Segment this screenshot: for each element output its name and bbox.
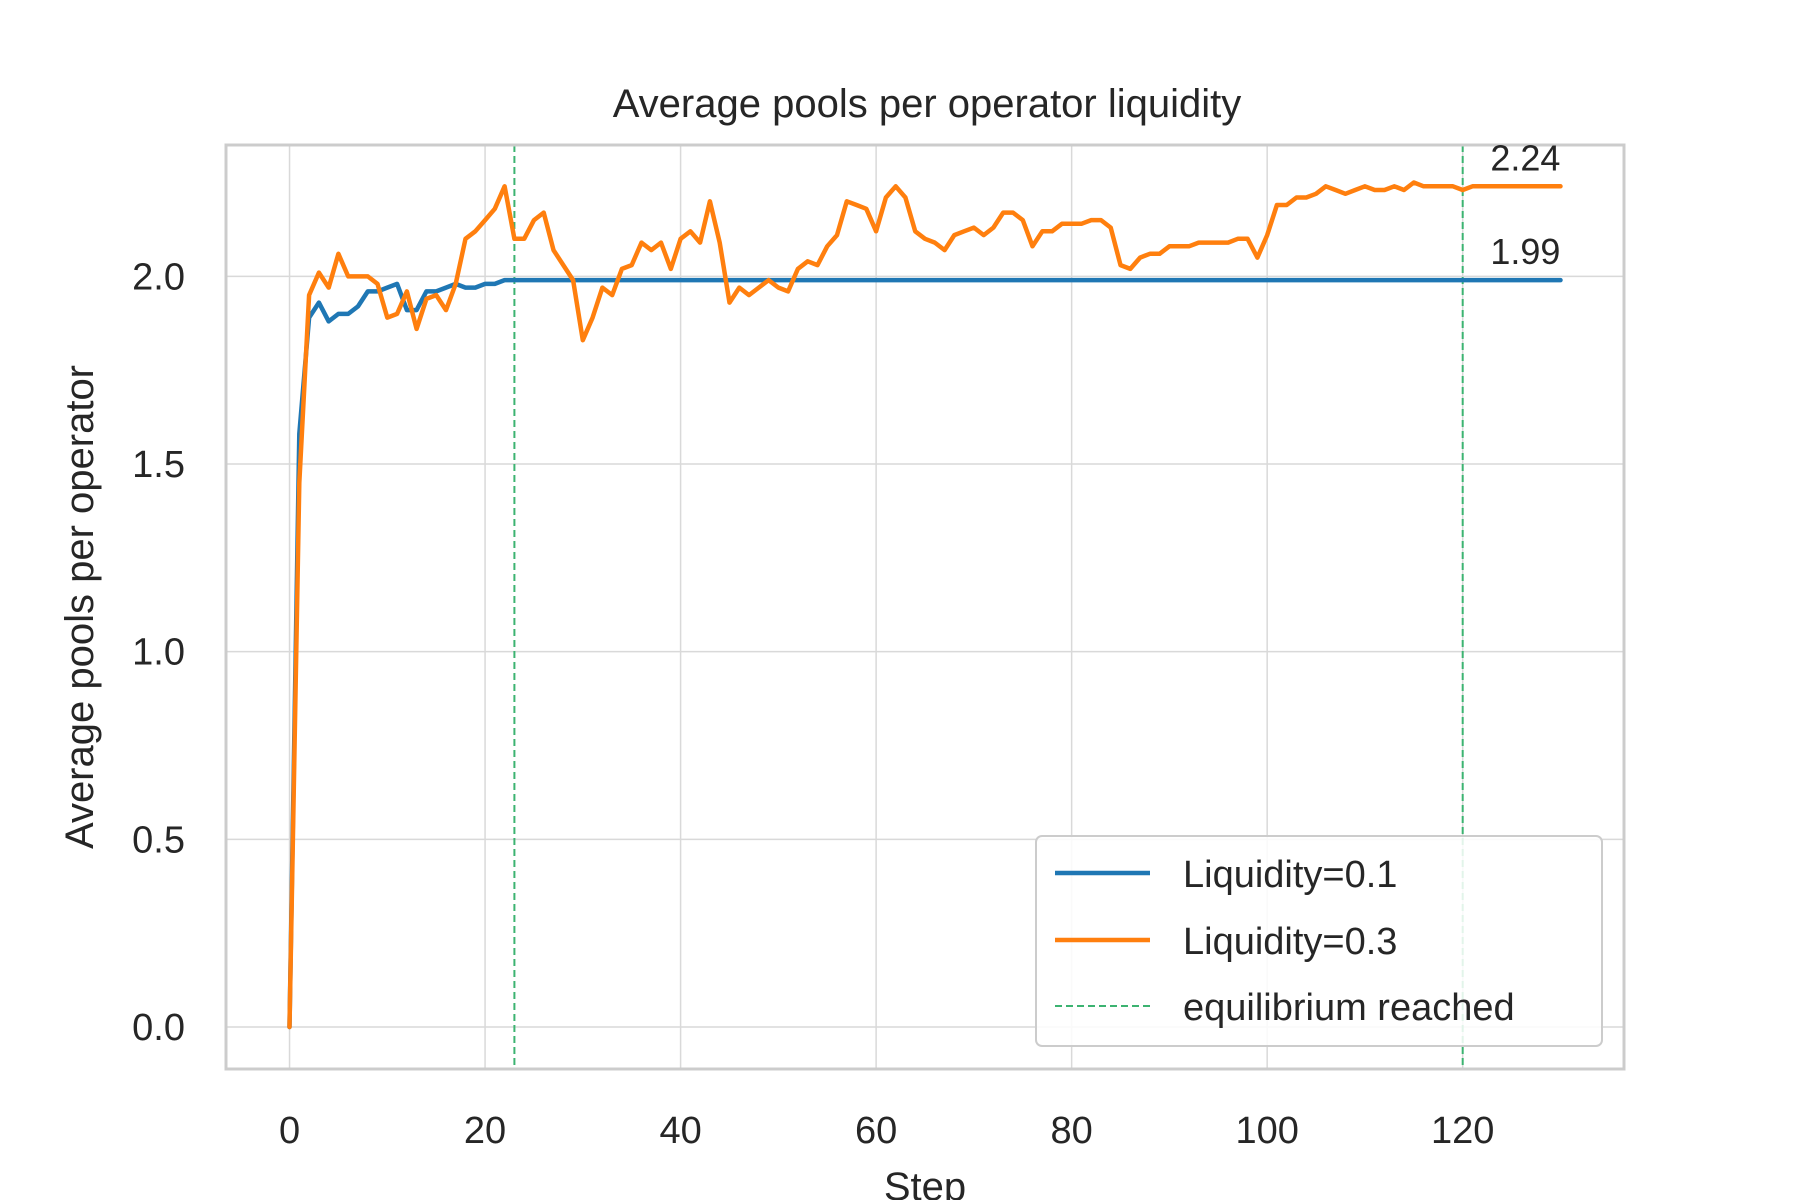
x-axis-label: Step <box>884 1165 966 1200</box>
y-axis-label: Average pools per operator <box>58 365 102 849</box>
x-tick-label: 40 <box>659 1110 701 1152</box>
legend-label-equilibrium: equilibrium reached <box>1183 987 1515 1029</box>
end-value-label: 1.99 <box>1490 231 1560 272</box>
end-value-label: 2.24 <box>1490 137 1560 178</box>
x-tick-label: 80 <box>1051 1110 1093 1152</box>
x-tick-label: 100 <box>1235 1110 1298 1152</box>
series-line-liquidity-0-3 <box>287 180 1563 1030</box>
legend-label-liquidity-0-1: Liquidity=0.1 <box>1183 854 1397 896</box>
y-tick-label: 2.0 <box>132 256 185 298</box>
x-tick-label: 60 <box>855 1110 897 1152</box>
y-tick-label: 0.5 <box>132 819 185 861</box>
annotations: 2.24 1.99 <box>1490 137 1560 272</box>
x-tick-label: 0 <box>279 1110 300 1152</box>
chart-title: Average pools per operator liquidity <box>613 82 1242 126</box>
series-line-liquidity-0-1 <box>287 277 1563 1030</box>
legend-box <box>1035 835 1603 1047</box>
x-tick-label: 20 <box>464 1110 506 1152</box>
legend-label-liquidity-0-3: Liquidity=0.3 <box>1183 921 1397 963</box>
series-layer <box>287 180 1563 1030</box>
y-tick-labels: 0.0 0.5 1.0 1.5 2.0 <box>132 256 185 1049</box>
x-tick-labels: 0 20 40 60 80 100 120 <box>279 1110 1494 1152</box>
plot-frame <box>224 143 1626 1071</box>
grid <box>226 145 1624 1069</box>
x-tick-label: 120 <box>1431 1110 1494 1152</box>
legend: Liquidity=0.1 Liquidity=0.3 equilibrium … <box>1035 835 1603 1047</box>
y-tick-label: 1.0 <box>132 632 185 674</box>
y-tick-label: 1.5 <box>132 444 185 486</box>
y-tick-label: 0.0 <box>132 1007 185 1049</box>
